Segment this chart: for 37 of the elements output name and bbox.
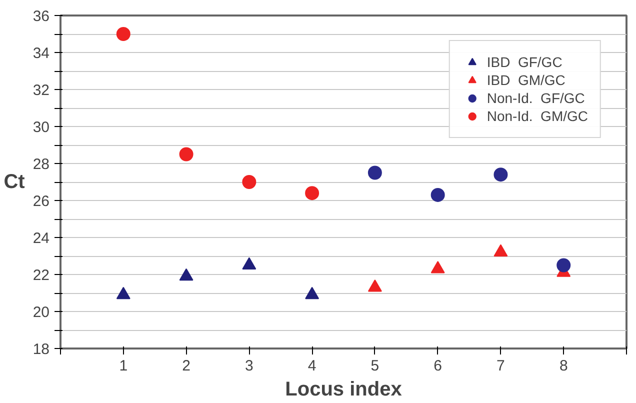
y-tick-label: 34 [32, 45, 50, 62]
point [242, 257, 256, 270]
point [179, 147, 194, 162]
x-tick-label: 3 [244, 358, 254, 374]
point [242, 175, 256, 189]
y-tick-label: 36 [32, 8, 50, 25]
x-tick-label: 4 [308, 358, 316, 374]
legend-label: IBD GF/GC [486, 53, 562, 71]
point [494, 244, 508, 257]
y-tick-label: 22 [32, 267, 50, 284]
point [430, 260, 445, 274]
point [179, 268, 194, 281]
point [368, 279, 382, 292]
x-tick-label: 1 [119, 358, 128, 374]
legend-label: Non-Id. GM/GC [486, 107, 588, 125]
y-tick-label: 18 [32, 341, 50, 358]
legend-label: Non-Id. GF/GC [486, 89, 585, 107]
point [368, 166, 382, 180]
y-tick-label: 28 [32, 156, 50, 173]
y-tick-label: 26 [32, 193, 50, 210]
x-tick-label: 5 [370, 358, 380, 374]
y-axis-title: Ct [4, 171, 26, 193]
x-tick-label: 6 [434, 358, 442, 374]
x-tick-label: 8 [559, 358, 568, 374]
y-tick-label: 30 [32, 119, 50, 136]
point [430, 188, 445, 202]
x-axis-title: Locus index [285, 378, 402, 400]
x-tick-label: 7 [496, 358, 505, 374]
point [494, 168, 508, 182]
y-tick-label: 24 [32, 230, 50, 247]
y-tick-label: 32 [32, 82, 50, 99]
legend-label: IBD GM/GC [486, 71, 566, 89]
point [305, 186, 320, 200]
x-tick-label: 2 [182, 358, 190, 374]
point [305, 286, 320, 300]
y-tick-label: 20 [32, 304, 50, 321]
point [116, 286, 130, 300]
